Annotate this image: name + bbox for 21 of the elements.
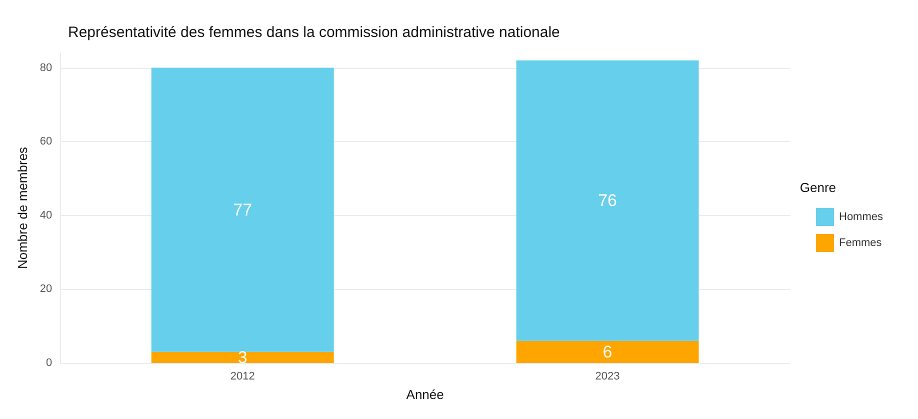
bar <box>151 352 334 363</box>
chart-title: Représentativité des femmes dans la commission administrative nationale <box>68 24 560 41</box>
data-label: 3 <box>238 348 248 367</box>
x-tick-label: 2023 <box>595 370 620 382</box>
y-tick-label: 0 <box>46 357 52 369</box>
bar <box>516 60 699 341</box>
y-tick-label: 80 <box>40 62 52 74</box>
x-axis-title: Année <box>406 387 444 402</box>
data-label: 76 <box>598 191 617 210</box>
y-tick-label: 20 <box>40 283 52 296</box>
y-tick-label: 60 <box>40 136 52 148</box>
bar <box>151 68 334 352</box>
data-label: 6 <box>602 342 612 362</box>
data-label: 77 <box>233 200 252 220</box>
y-axis-title: Nombre de membres <box>15 146 30 270</box>
legend-title: Genre <box>800 180 836 195</box>
legend-label: Hommes <box>838 211 884 223</box>
bar <box>516 340 699 363</box>
legend-label: Femmes <box>838 237 882 249</box>
y-tick-label: 40 <box>40 209 52 222</box>
x-tick-label: 2012 <box>230 370 255 382</box>
